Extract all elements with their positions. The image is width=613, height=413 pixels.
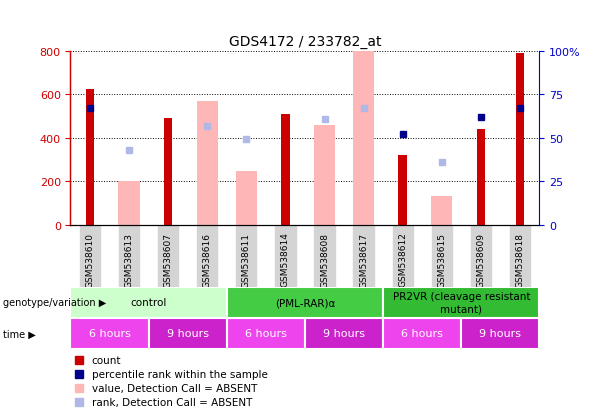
Bar — [235, 172, 257, 225]
Bar — [227, 318, 305, 349]
Text: 9 hours: 9 hours — [323, 328, 365, 339]
Bar — [516, 54, 524, 225]
Text: PR2VR (cleavage resistant
mutant): PR2VR (cleavage resistant mutant) — [392, 292, 530, 313]
Text: genotype/variation ▶: genotype/variation ▶ — [3, 297, 106, 308]
Text: 6 hours: 6 hours — [402, 328, 443, 339]
Bar — [462, 318, 539, 349]
Text: 6 hours: 6 hours — [245, 328, 287, 339]
Text: value, Detection Call = ABSENT: value, Detection Call = ABSENT — [91, 383, 257, 393]
Bar — [305, 318, 383, 349]
Bar — [431, 197, 452, 225]
Bar — [353, 52, 375, 225]
Text: count: count — [91, 355, 121, 365]
Title: GDS4172 / 233782_at: GDS4172 / 233782_at — [229, 35, 381, 49]
Bar — [149, 318, 227, 349]
Bar — [118, 182, 140, 225]
Text: time ▶: time ▶ — [3, 328, 36, 339]
Text: percentile rank within the sample: percentile rank within the sample — [91, 369, 267, 379]
Text: (PML-RAR)α: (PML-RAR)α — [275, 297, 335, 308]
Text: 9 hours: 9 hours — [167, 328, 209, 339]
Bar — [476, 130, 485, 225]
Bar — [398, 156, 407, 225]
Text: 9 hours: 9 hours — [479, 328, 522, 339]
Bar — [281, 114, 290, 225]
Bar — [86, 90, 94, 225]
Bar — [197, 102, 218, 225]
Text: 6 hours: 6 hours — [89, 328, 131, 339]
Bar — [70, 287, 227, 318]
Bar — [70, 318, 149, 349]
Text: control: control — [131, 297, 167, 308]
Bar — [383, 287, 539, 318]
Text: rank, Detection Call = ABSENT: rank, Detection Call = ABSENT — [91, 397, 252, 407]
Bar — [383, 318, 462, 349]
Bar — [227, 287, 383, 318]
Bar — [164, 119, 172, 225]
Bar — [314, 125, 335, 225]
